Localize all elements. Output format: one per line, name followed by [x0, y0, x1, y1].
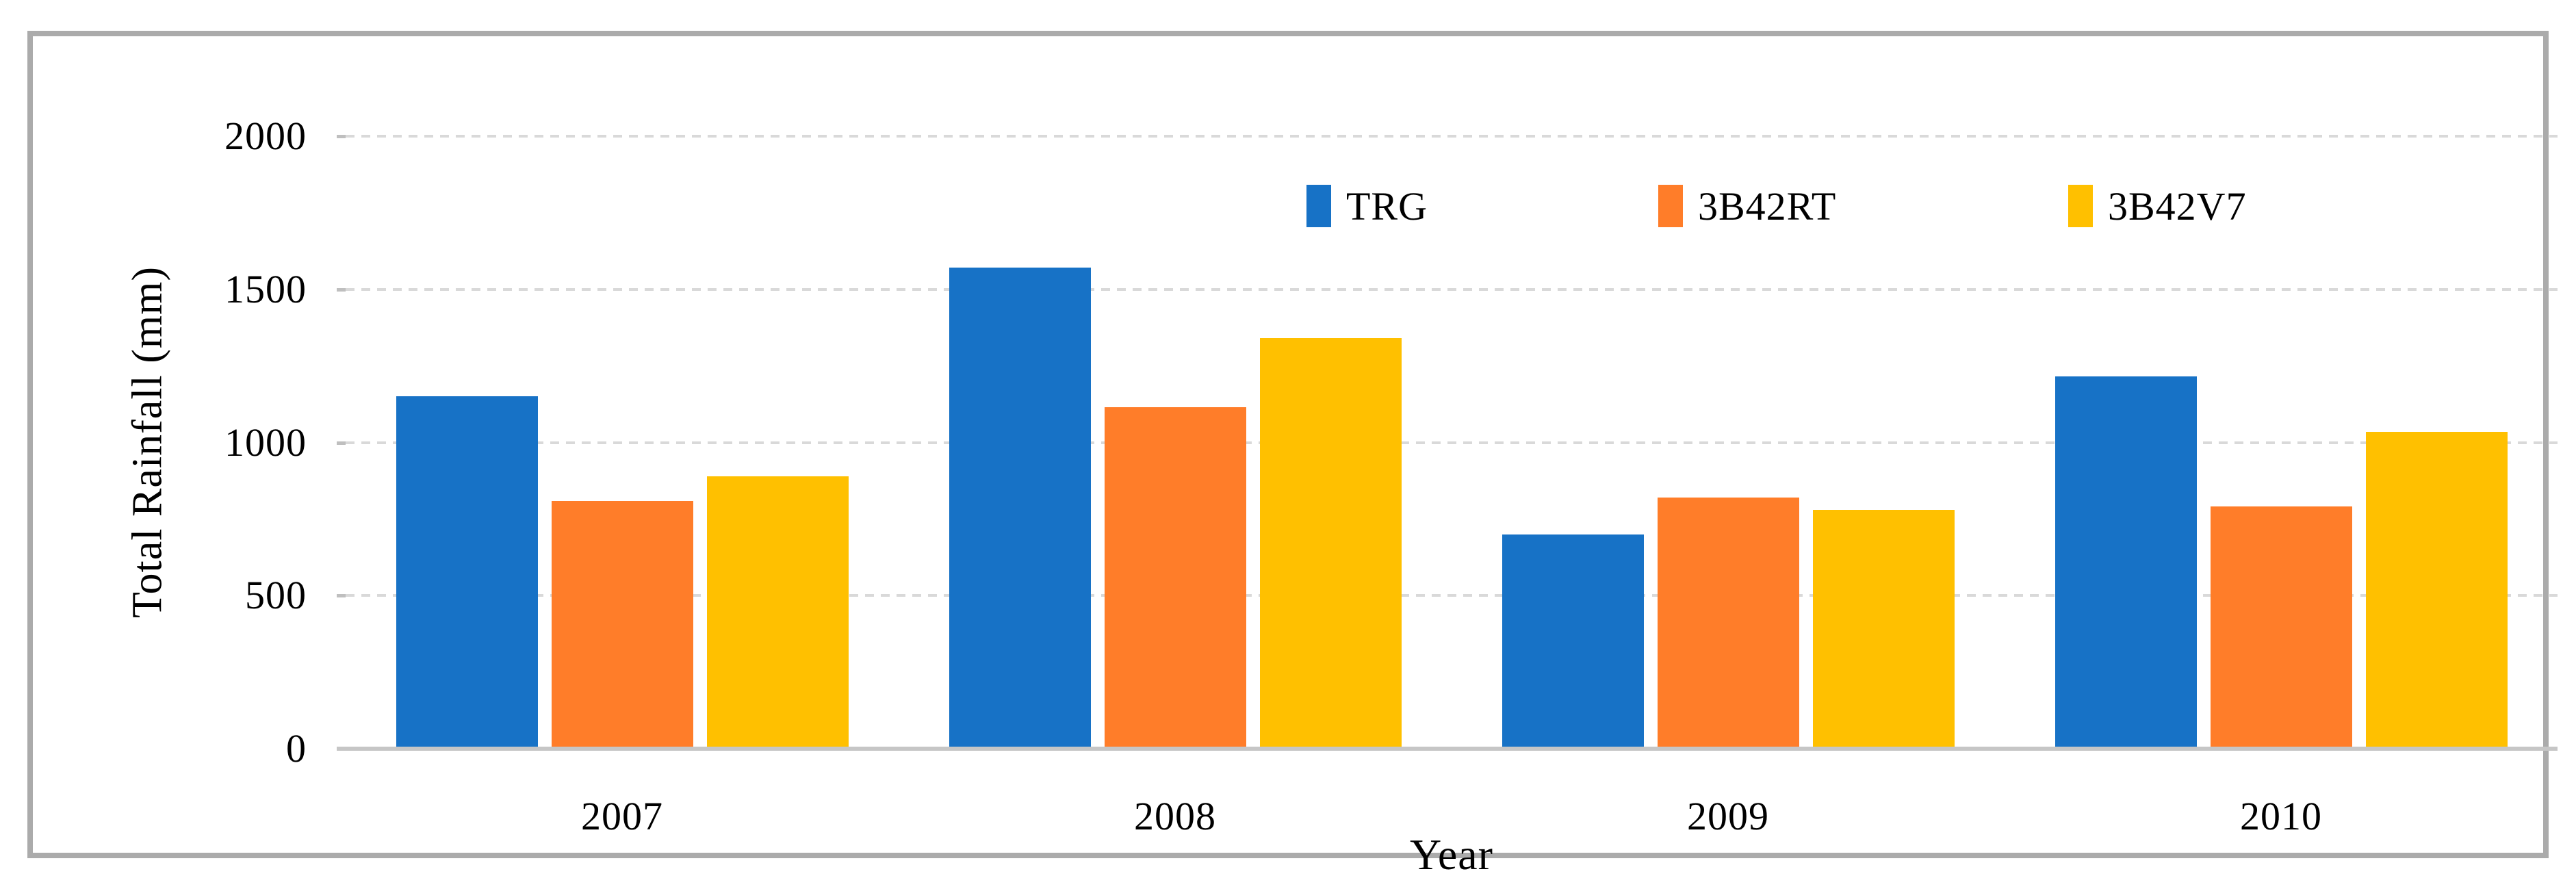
bar-3b42rt-2008: [1104, 407, 1246, 749]
category-group-2008: [899, 136, 1452, 749]
legend-label-3b42v7: 3B42V7: [2108, 183, 2247, 229]
x-tick-label-2007: 2007: [581, 794, 663, 838]
bar-3b42rt-2010: [2210, 506, 2352, 749]
y-tick-label-1000: 1000: [224, 420, 307, 465]
category-group-2009: [1452, 136, 2005, 749]
category-group-2010: [2005, 136, 2558, 749]
x-axis-line: [337, 747, 2558, 751]
y-tick-mark-1500: [337, 287, 346, 292]
bar-3b42rt-2009: [1657, 498, 1799, 749]
x-axis-title: Year: [1410, 830, 1493, 879]
x-tick-label-2008: 2008: [1134, 794, 1216, 838]
x-tick-label-2009: 2009: [1687, 794, 1769, 838]
bar-3b42rt-2007: [551, 500, 693, 749]
bar-3b42v7-2009: [1812, 509, 1955, 749]
plot-area: [337, 135, 2558, 751]
y-tick-label-0: 0: [286, 726, 307, 771]
gridline-y-500: [346, 594, 2558, 597]
x-tick-label-2010: 2010: [2240, 794, 2322, 838]
legend-swatch-trg: [1306, 185, 1331, 227]
bar-trg-2009: [1502, 534, 1644, 749]
legend-swatch-3b42v7: [2068, 185, 2093, 227]
bar-3b42v7-2008: [1259, 338, 1402, 749]
legend-item-trg: TRG: [1306, 181, 1428, 231]
bar-trg-2007: [396, 396, 538, 749]
legend-item-3b42rt: 3B42RT: [1658, 181, 1836, 231]
legend-swatch-3b42rt: [1658, 185, 1683, 227]
gridline-y-2000: [346, 135, 2558, 138]
legend-label-3b42rt: 3B42RT: [1698, 183, 1837, 229]
rainfall-bar-chart-figure: Total Rainfall (mm) Year 0 500 1000 1500 200…: [27, 31, 2558, 879]
bar-3b42v7-2010: [2365, 431, 2508, 749]
bar-3b42v7-2007: [706, 476, 849, 749]
legend-label-trg: TRG: [1346, 183, 1428, 229]
bar-trg-2008: [949, 268, 1091, 749]
y-tick-mark-1000: [337, 441, 346, 445]
y-tick-label-2000: 2000: [224, 114, 307, 158]
category-group-2007: [346, 136, 899, 749]
bar-trg-2010: [2055, 376, 2197, 749]
y-tick-label-1500: 1500: [224, 266, 307, 311]
y-tick-mark-2000: [337, 135, 346, 138]
gridline-y-1000: [346, 441, 2558, 444]
y-tick-mark-500: [337, 594, 346, 598]
legend-item-3b42v7: 3B42V7: [2068, 181, 2247, 231]
y-tick-label-500: 500: [245, 573, 307, 618]
gridline-y-1500: [346, 287, 2558, 291]
